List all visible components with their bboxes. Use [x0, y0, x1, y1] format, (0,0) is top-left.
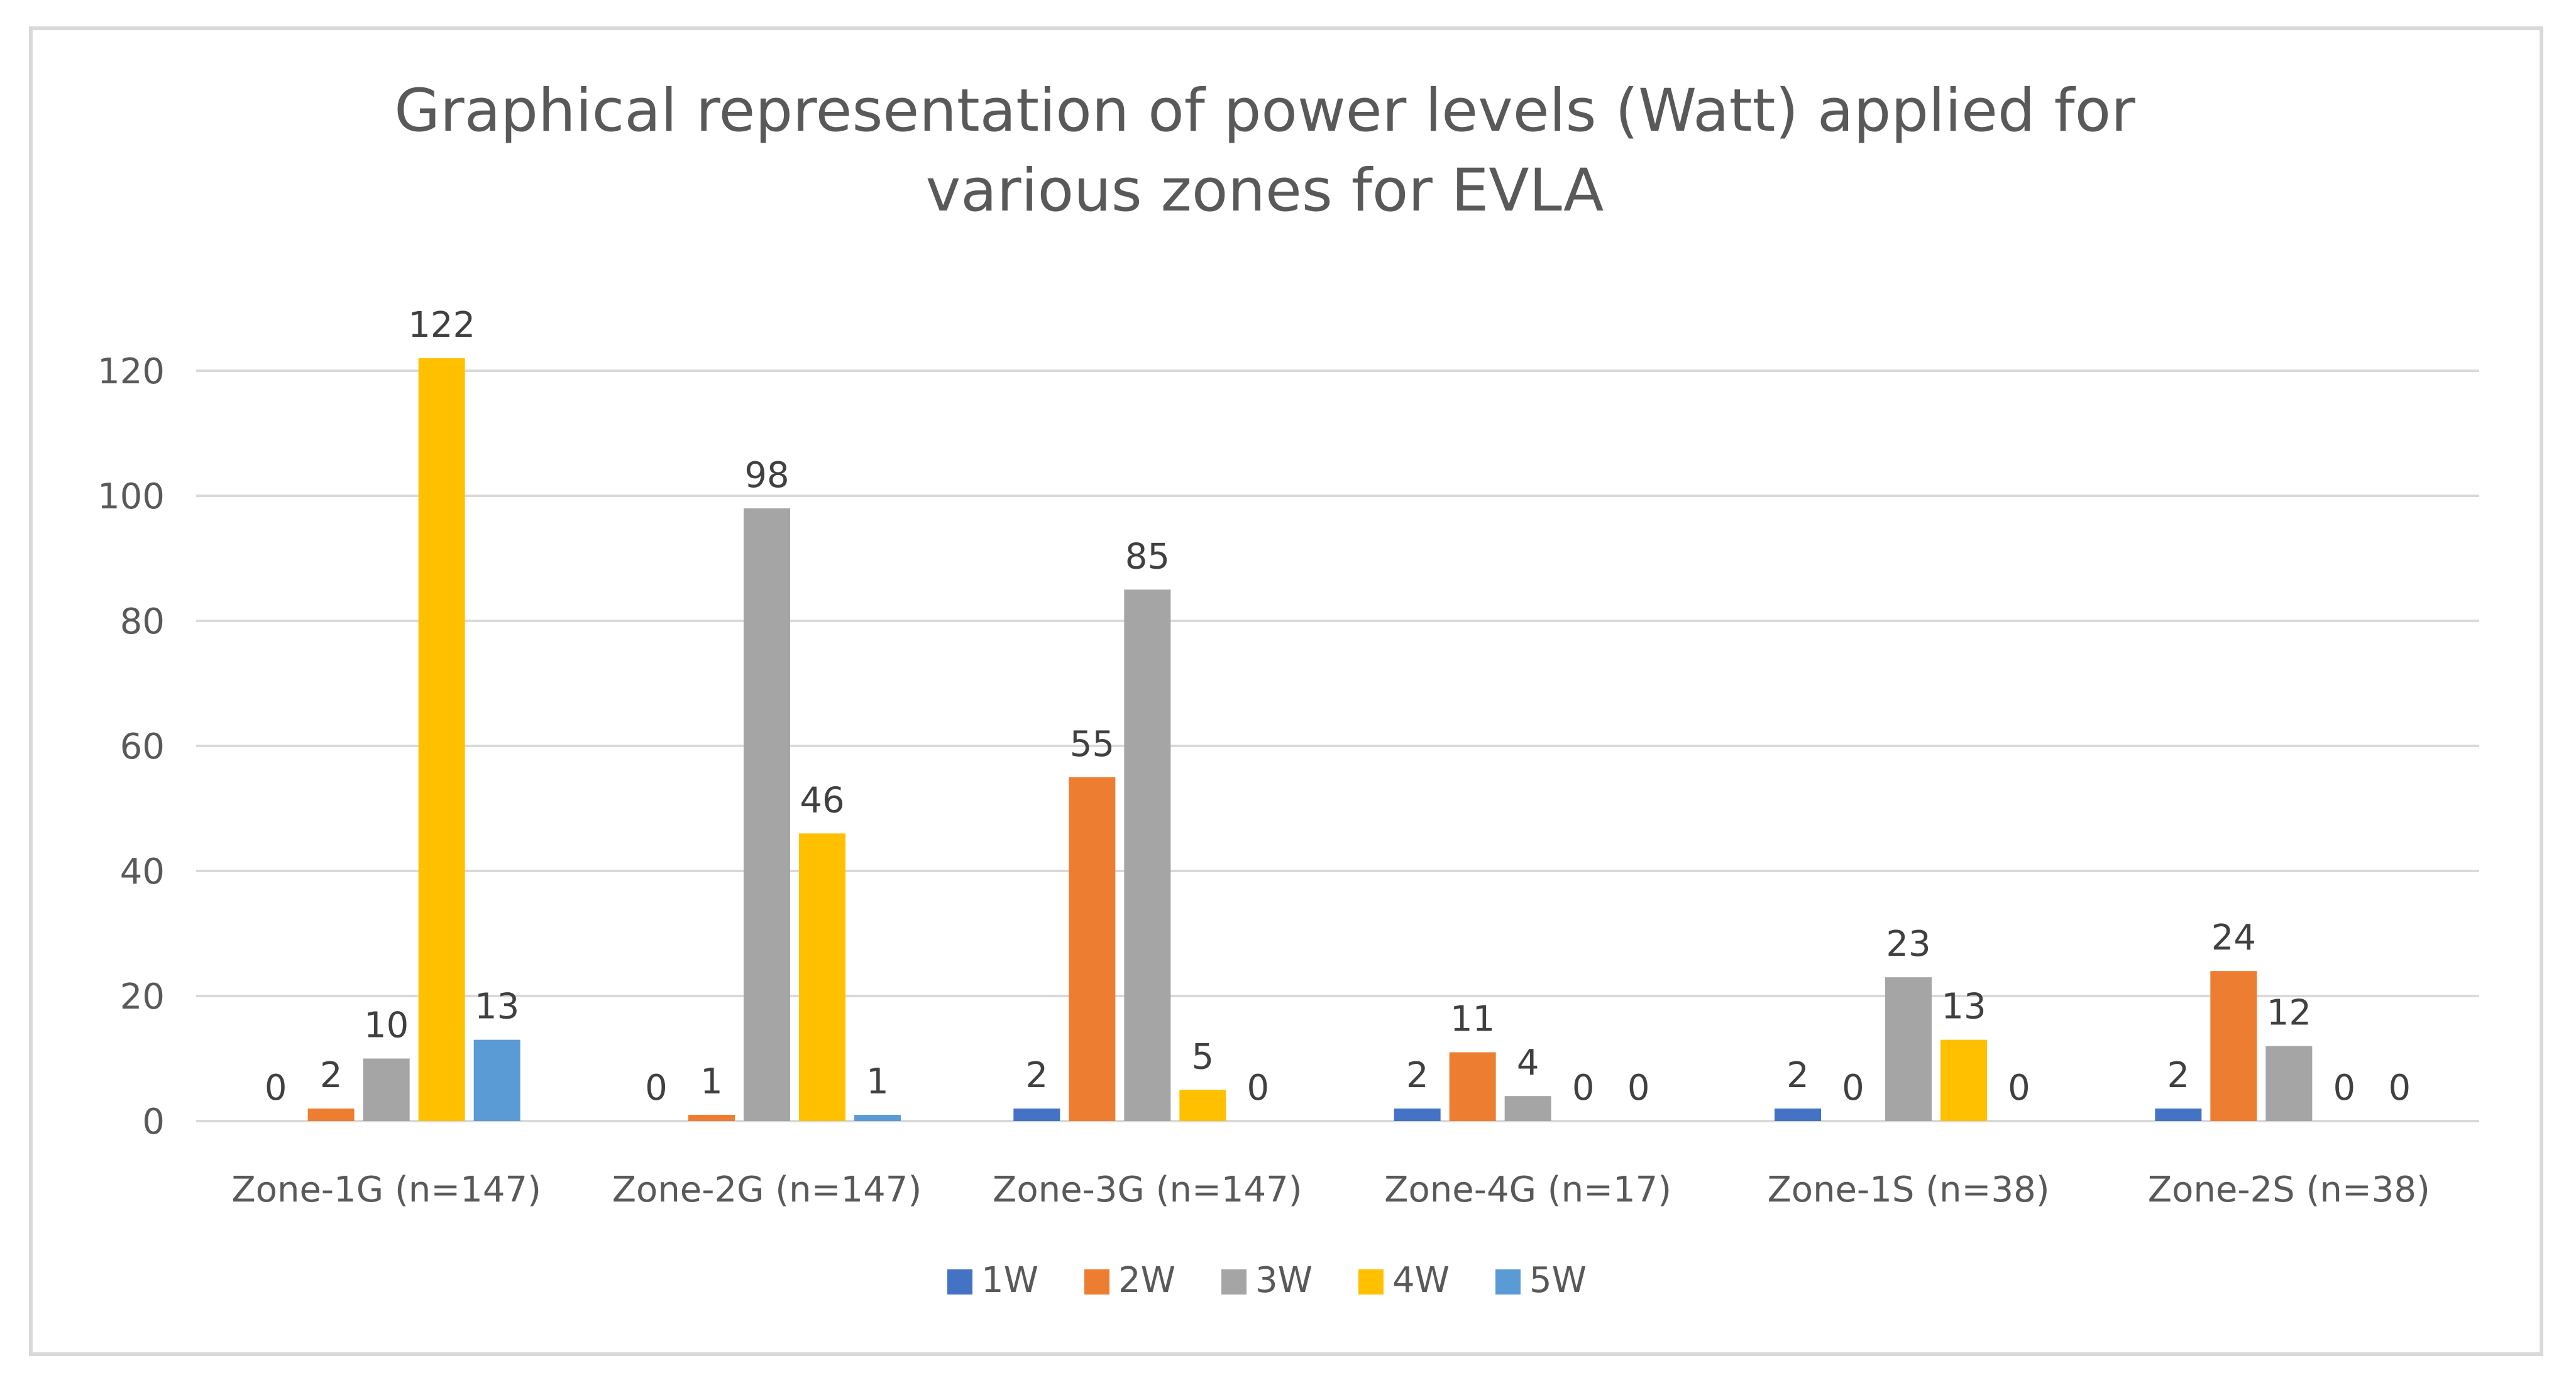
data-label-2W-5: 0 — [1842, 1068, 1864, 1109]
data-label-4W-1: 122 — [408, 305, 475, 346]
category-label: Zone-1G (n=147) — [231, 1169, 541, 1210]
bar-4W-5 — [1940, 1039, 1987, 1121]
bar-4W-1 — [418, 358, 465, 1121]
y-tick-label: 60 — [120, 726, 165, 767]
y-tick-label: 40 — [120, 851, 165, 892]
legend-swatch-2W — [1084, 1269, 1109, 1295]
data-label-5W-5: 0 — [2008, 1068, 2030, 1109]
bar-2W-3 — [1069, 777, 1116, 1121]
data-label-5W-2: 1 — [866, 1061, 889, 1102]
bar-3W-5 — [1885, 977, 1932, 1121]
data-label-5W-6: 0 — [2389, 1068, 2411, 1109]
legend-label-4W: 4W — [1392, 1260, 1450, 1301]
y-tick-label: 20 — [120, 977, 165, 1017]
chart-title-line-2: various zones for EVLA — [926, 156, 1604, 225]
legend-label-2W: 2W — [1118, 1260, 1175, 1301]
bar-1W-4 — [1394, 1109, 1441, 1121]
category-label: Zone-1S (n=38) — [1767, 1169, 2049, 1210]
bar-5W-1 — [473, 1039, 520, 1121]
bar-3W-1 — [363, 1058, 410, 1121]
data-label-5W-1: 13 — [475, 987, 519, 1027]
chart-frame: Graphical representation of power levels… — [29, 26, 2543, 1356]
bar-1W-6 — [2155, 1109, 2202, 1121]
x-axis-categories: Zone-1G (n=147) Zone-2G (n=147) Zone-3G (n… — [231, 1169, 2430, 1210]
bar-1W-3 — [1013, 1109, 1060, 1121]
data-label-1W-5: 2 — [1786, 1055, 1809, 1096]
bar-4W-2 — [799, 833, 845, 1121]
bars — [307, 358, 2313, 1121]
data-label-3W-5: 23 — [1886, 924, 1930, 965]
data-label-4W-6: 0 — [2333, 1068, 2356, 1109]
y-tick-label: 80 — [120, 601, 165, 642]
chart-title-line-1: Graphical representation of power levels… — [394, 77, 2135, 145]
bar-2W-6 — [2210, 971, 2257, 1121]
data-label-4W-5: 13 — [1941, 987, 1986, 1027]
chart-canvas: Graphical representation of power levels… — [97, 77, 2479, 1301]
data-label-2W-6: 24 — [2211, 917, 2256, 958]
bar-3W-3 — [1124, 589, 1171, 1121]
data-label-3W-4: 4 — [1517, 1043, 1539, 1083]
data-label-extra: 0 — [265, 1068, 287, 1109]
data-label-5W-4: 0 — [1627, 1068, 1650, 1109]
data-label-extra: 0 — [645, 1068, 668, 1109]
data-label-3W-1: 10 — [364, 1005, 409, 1046]
data-label-3W-3: 85 — [1125, 536, 1170, 577]
category-label: Zone-2G (n=147) — [612, 1169, 922, 1210]
bar-2W-4 — [1449, 1052, 1496, 1121]
data-label-2W-1: 2 — [320, 1055, 343, 1096]
category-label: Zone-2S (n=38) — [2148, 1169, 2430, 1210]
legend-swatch-4W — [1358, 1269, 1384, 1295]
category-label: Zone-4G (n=17) — [1384, 1169, 1671, 1210]
bar-3W-2 — [744, 508, 790, 1121]
bar-2W-2 — [688, 1115, 735, 1121]
legend: 1W 2W 3W 4W 5W — [947, 1260, 1587, 1301]
legend-label-5W: 5W — [1529, 1260, 1587, 1301]
gridlines — [196, 370, 2479, 1122]
category-label: Zone-3G (n=147) — [993, 1169, 1302, 1210]
data-label-2W-2: 1 — [700, 1061, 723, 1102]
legend-label-3W: 3W — [1255, 1260, 1313, 1301]
bar-5W-2 — [854, 1115, 901, 1121]
y-tick-label: 120 — [97, 351, 165, 392]
data-label-4W-2: 46 — [800, 780, 844, 821]
bar-3W-4 — [1504, 1096, 1551, 1121]
legend-swatch-1W — [947, 1269, 972, 1295]
data-label-2W-4: 11 — [1450, 999, 1495, 1040]
y-tick-label: 0 — [142, 1102, 165, 1142]
bar-1W-5 — [1775, 1109, 1821, 1121]
y-tick-label: 100 — [97, 476, 165, 517]
data-label-3W-6: 12 — [2267, 993, 2311, 1034]
data-label-3W-2: 98 — [744, 455, 789, 496]
legend-label-1W: 1W — [981, 1260, 1038, 1301]
bar-4W-3 — [1179, 1090, 1226, 1121]
bar-3W-6 — [2265, 1046, 2313, 1121]
y-axis-ticks: 0 20 40 60 80 100 120 — [97, 351, 165, 1142]
data-label-5W-3: 0 — [1247, 1068, 1270, 1109]
data-label-1W-6: 2 — [2167, 1055, 2190, 1096]
legend-swatch-5W — [1495, 1269, 1521, 1295]
data-label-4W-3: 5 — [1192, 1036, 1214, 1077]
data-label-4W-4: 0 — [1572, 1068, 1595, 1109]
data-label-1W-3: 2 — [1026, 1055, 1049, 1096]
data-label-1W-4: 2 — [1406, 1055, 1429, 1096]
legend-swatch-3W — [1221, 1269, 1247, 1295]
data-label-2W-3: 55 — [1070, 724, 1115, 765]
bar-2W-1 — [307, 1109, 355, 1121]
